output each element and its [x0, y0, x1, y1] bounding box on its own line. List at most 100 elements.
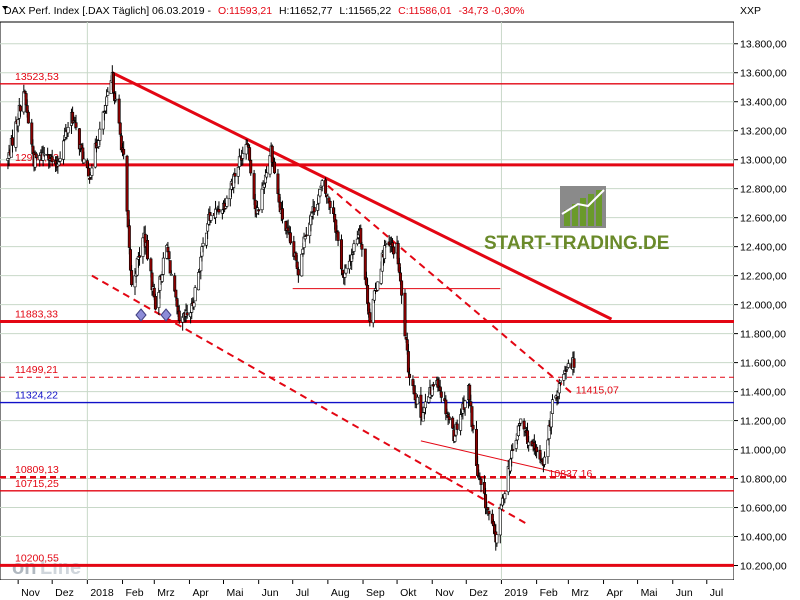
candle-body	[324, 179, 328, 194]
candle-body	[408, 373, 412, 378]
candle-body	[341, 269, 345, 274]
x-tick-label: Mai	[226, 587, 243, 599]
candle-body	[153, 296, 157, 310]
header-low: L:11565,22	[339, 5, 391, 17]
candle-body	[431, 384, 435, 387]
candle-body	[300, 253, 304, 277]
candle-body	[572, 358, 576, 368]
level-label: 11324,22	[15, 390, 58, 402]
level-label: 10809,13	[15, 464, 59, 476]
level-label: 10200,55	[15, 552, 59, 564]
candle-body	[296, 269, 300, 276]
x-tick-label: Aug	[331, 587, 350, 599]
x-tick-label: Mai	[641, 587, 658, 599]
candle-body	[276, 173, 280, 194]
candle-body	[193, 287, 197, 302]
candle-body	[366, 284, 370, 304]
candle-body	[270, 145, 274, 163]
candle-body	[98, 128, 102, 141]
candle-body	[177, 310, 181, 321]
diamond-marker-right-icon[interactable]	[160, 308, 172, 322]
trendline-main-downtrend[interactable]	[111, 71, 613, 321]
candle-body	[339, 239, 343, 270]
diamond-marker-left-icon[interactable]	[135, 308, 147, 322]
level-label: 11499,21	[15, 364, 58, 376]
candle-body	[479, 478, 483, 485]
candle-body	[24, 93, 28, 106]
candle-body	[511, 449, 515, 451]
candle-body	[249, 159, 253, 174]
candle-body	[320, 180, 324, 187]
candle-body	[506, 466, 510, 493]
x-tick-label: Nov	[21, 587, 40, 599]
x-tick-label: Apr	[192, 587, 209, 599]
header-dropdown-icon[interactable]	[2, 6, 8, 10]
price-annotation: 11415,07	[576, 384, 619, 396]
candle-body	[510, 450, 514, 459]
candle-body	[336, 231, 340, 241]
y-tick-label: 10.200,00	[740, 561, 787, 573]
x-tick-label: Jul	[296, 587, 309, 599]
candle-body	[455, 423, 459, 430]
header-change: -34,73 -0,30%	[459, 5, 525, 17]
candle-body	[201, 242, 205, 247]
y-tick-label: 11.000,00	[740, 445, 786, 457]
candle-body	[50, 156, 54, 163]
candle-body	[546, 439, 550, 457]
axis-code-label: XXP	[740, 5, 761, 17]
header-close: C:11586,01	[398, 5, 452, 17]
candle-body	[469, 401, 473, 407]
candle-body	[328, 200, 332, 208]
start-trading-brand-text: START-TRADING.DE	[484, 233, 669, 254]
candle-body	[174, 289, 178, 298]
marker-layer	[135, 308, 172, 322]
candle-body	[236, 167, 240, 177]
y-tick-label: 13.200,00	[740, 126, 787, 138]
candle-body	[453, 435, 457, 442]
candle-body	[125, 155, 129, 212]
candle-body	[352, 243, 356, 252]
candle-body	[359, 228, 363, 244]
online-logo: on Line	[12, 557, 81, 579]
candle-body	[127, 225, 131, 248]
y-tick-label: 12.000,00	[740, 300, 787, 312]
candle-body	[360, 244, 364, 250]
y-tick-label: 12.200,00	[740, 271, 787, 283]
candle-body	[42, 153, 46, 156]
y-tick-label: 10.400,00	[740, 532, 787, 544]
candle-body	[423, 401, 427, 409]
candle-body	[400, 280, 404, 296]
candle-body	[217, 209, 221, 213]
trendline-channel-upper[interactable]	[327, 185, 573, 394]
candle-body	[62, 140, 66, 160]
candle-body	[58, 158, 62, 162]
candle-body	[82, 158, 86, 164]
y-tick-label: 11.200,00	[740, 416, 786, 428]
candle-body	[562, 374, 566, 381]
y-tick-label: 11.800,00	[740, 329, 786, 341]
candle-body	[398, 272, 402, 282]
candle-body	[185, 312, 189, 316]
candle-body	[90, 167, 94, 176]
candle-body	[303, 236, 307, 240]
candle-body	[157, 292, 161, 308]
trendline-layer	[91, 71, 613, 526]
candle-body	[66, 127, 70, 134]
candle-body	[372, 290, 376, 301]
candle-layer	[6, 65, 576, 551]
candle-body	[248, 147, 252, 161]
candle-body	[451, 417, 455, 429]
candle-body	[482, 482, 486, 494]
candle-body	[209, 215, 213, 221]
online-logo-prefix-text: on	[12, 557, 36, 579]
candle-body	[225, 197, 229, 207]
x-tick-label: Apr	[607, 587, 624, 599]
candle-body	[169, 273, 173, 276]
trendline-support-channel[interactable]	[420, 440, 571, 477]
candle-body	[486, 507, 490, 511]
candle-body	[130, 270, 134, 286]
candle-body	[295, 261, 299, 270]
candle-body	[199, 256, 203, 272]
candle-body	[550, 399, 554, 414]
